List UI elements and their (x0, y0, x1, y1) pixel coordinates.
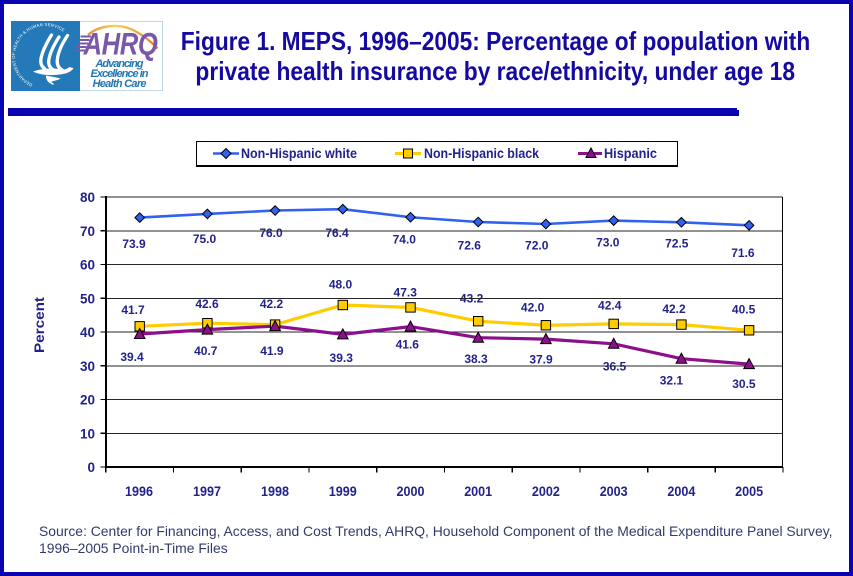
svg-text:2004: 2004 (667, 483, 695, 499)
svg-text:20: 20 (80, 393, 95, 408)
svg-text:2000: 2000 (397, 483, 425, 499)
svg-text:39.4: 39.4 (120, 350, 144, 364)
svg-text:40: 40 (80, 325, 95, 340)
svg-text:1999: 1999 (329, 483, 357, 499)
svg-text:0: 0 (87, 460, 95, 475)
svg-text:42.0: 42.0 (521, 301, 545, 315)
svg-text:Non-Hispanic white: Non-Hispanic white (241, 146, 357, 161)
svg-text:1996: 1996 (125, 483, 153, 499)
svg-text:37.9: 37.9 (529, 352, 553, 366)
svg-text:39.3: 39.3 (330, 351, 354, 365)
svg-text:41.6: 41.6 (396, 337, 420, 351)
svg-text:72.5: 72.5 (665, 237, 689, 251)
svg-text:Non-Hispanic black: Non-Hispanic black (424, 146, 539, 161)
svg-text:40.5: 40.5 (732, 303, 756, 317)
svg-text:50: 50 (80, 291, 95, 306)
svg-text:Percent: Percent (31, 297, 47, 353)
svg-text:30: 30 (80, 359, 95, 374)
svg-text:10: 10 (80, 426, 95, 441)
svg-text:42.2: 42.2 (260, 297, 284, 311)
svg-text:80: 80 (80, 190, 95, 205)
svg-text:2005: 2005 (735, 483, 763, 499)
svg-text:Advancing: Advancing (95, 58, 144, 70)
svg-text:71.6: 71.6 (731, 246, 755, 260)
svg-text:30.5: 30.5 (732, 377, 756, 391)
svg-text:41.9: 41.9 (260, 344, 284, 358)
svg-text:1998: 1998 (261, 483, 289, 499)
svg-text:47.3: 47.3 (394, 286, 418, 300)
svg-text:2002: 2002 (532, 483, 560, 499)
svg-text:76.0: 76.0 (259, 226, 283, 240)
svg-text:72.0: 72.0 (525, 239, 549, 253)
svg-text:42.6: 42.6 (195, 297, 219, 311)
svg-text:1997: 1997 (193, 483, 221, 499)
svg-text:32.1: 32.1 (660, 373, 684, 387)
svg-text:72.6: 72.6 (458, 239, 482, 253)
svg-text:Health Care: Health Care (93, 78, 147, 90)
svg-text:38.3: 38.3 (464, 352, 488, 366)
svg-text:60: 60 (80, 258, 95, 273)
svg-text:Excellence in: Excellence in (91, 68, 149, 80)
svg-text:75.0: 75.0 (193, 232, 217, 246)
svg-text:42.4: 42.4 (598, 299, 622, 313)
svg-text:74.0: 74.0 (393, 233, 417, 247)
svg-text:2001: 2001 (464, 483, 492, 499)
svg-text:2003: 2003 (600, 483, 628, 499)
svg-text:41.7: 41.7 (121, 303, 145, 317)
svg-text:AHRQ: AHRQ (83, 26, 158, 62)
svg-text:36.5: 36.5 (603, 360, 627, 374)
svg-text:73.9: 73.9 (122, 237, 146, 251)
svg-text:76.4: 76.4 (325, 226, 349, 240)
svg-text:42.2: 42.2 (662, 302, 686, 316)
svg-text:40.7: 40.7 (194, 344, 218, 358)
svg-text:48.0: 48.0 (329, 277, 353, 291)
svg-text:Hispanic: Hispanic (604, 146, 657, 161)
svg-text:73.0: 73.0 (596, 235, 620, 249)
svg-text:70: 70 (80, 224, 95, 239)
